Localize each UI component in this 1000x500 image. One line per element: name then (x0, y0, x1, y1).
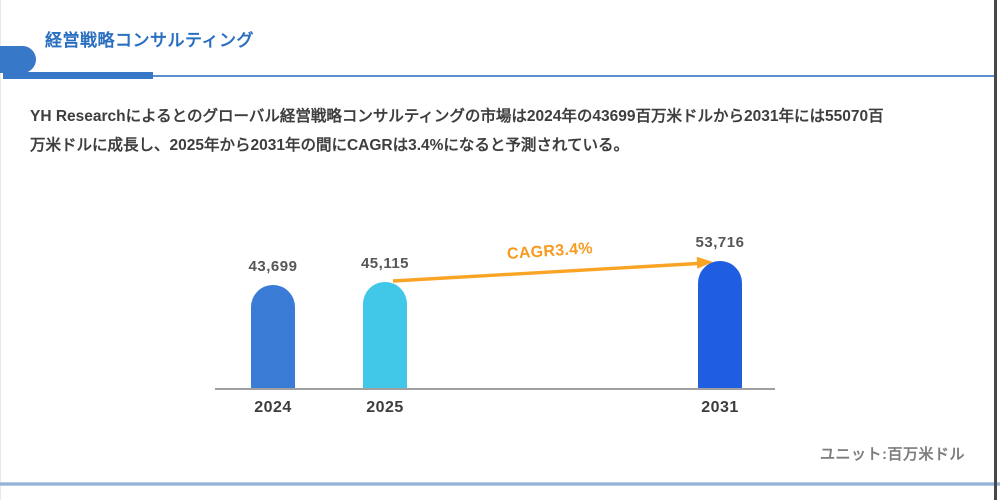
bar-2025 (363, 282, 407, 390)
cagr-annotation: CAGR3.4% (506, 240, 594, 263)
market-description-line1: YH Researchによるとのグローバル経営戦略コンサルティングの市場は202… (30, 108, 884, 125)
market-description-line2: 万米ドルに成長し、2025年から2031年の間にCAGRは3.4%になると予測さ… (30, 136, 629, 154)
bar-2031 (698, 261, 742, 390)
x-axis-tick-label: 2025 (366, 399, 404, 416)
bar-value-label: 43,699 (248, 258, 298, 275)
page-left-border (0, 0, 1, 500)
unit-label: ユニット:百万米ドル (820, 446, 965, 463)
bar-value-label: 45,115 (360, 255, 410, 272)
x-axis-tick-label: 2031 (701, 399, 739, 416)
bar-value-label: 53,716 (695, 234, 745, 251)
market-description: YH Researchによるとのグローバル経営戦略コンサルティングの市場は202… (30, 103, 975, 160)
x-axis-tick-label: 2024 (254, 399, 292, 416)
title-tab-shape (0, 46, 36, 73)
page-right-border (994, 0, 997, 500)
title-underline-thin (153, 75, 995, 77)
page-title: 経営戦略コンサルティング (45, 31, 254, 50)
x-axis-line (215, 388, 775, 390)
bottom-divider-line (0, 482, 1000, 486)
title-underline-thick (3, 72, 153, 79)
bar-2024 (251, 285, 295, 390)
